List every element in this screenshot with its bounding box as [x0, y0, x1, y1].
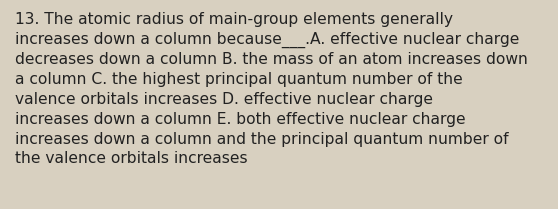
Text: 13. The atomic radius of main-group elements generally
increases down a column b: 13. The atomic radius of main-group elem…: [15, 12, 528, 166]
